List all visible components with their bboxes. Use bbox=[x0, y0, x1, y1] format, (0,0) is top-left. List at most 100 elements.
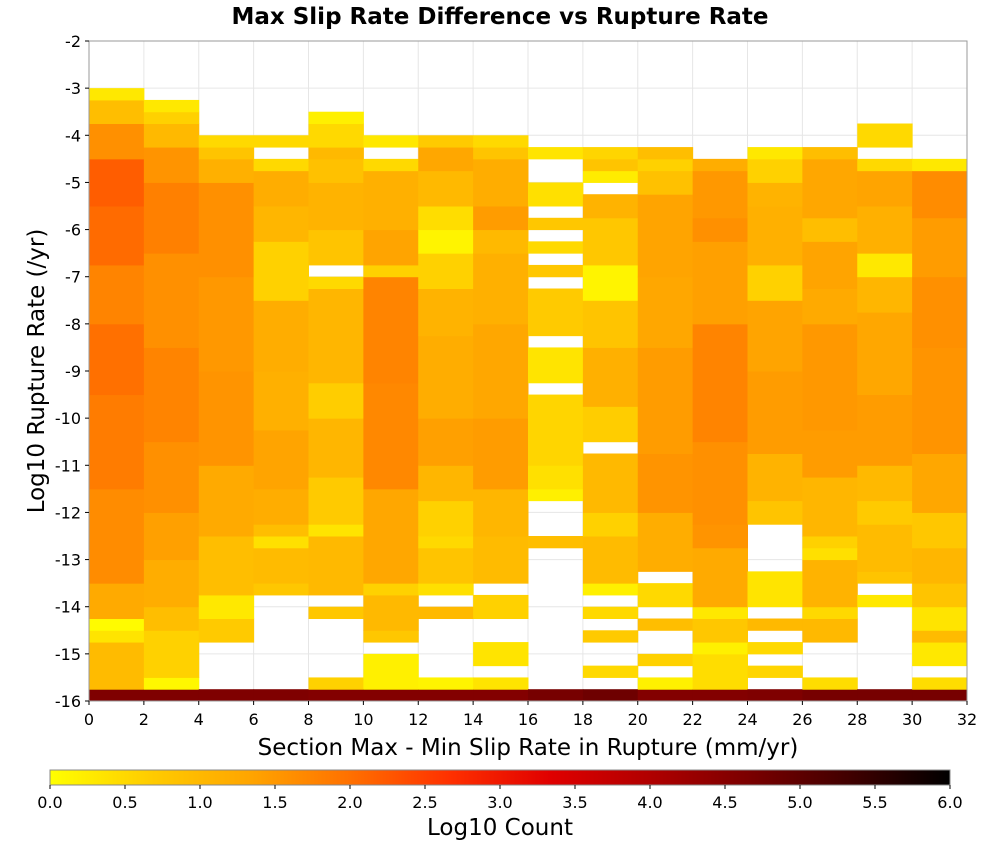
heatmap-cell bbox=[198, 371, 255, 466]
heatmap-cell bbox=[747, 147, 803, 160]
heatmap-cell bbox=[637, 653, 694, 667]
heatmap-cell bbox=[418, 288, 474, 337]
y-tick-label: -6 bbox=[65, 221, 81, 240]
heatmap-cell bbox=[747, 689, 803, 702]
heatmap-cell bbox=[912, 677, 968, 690]
heatmap-cell bbox=[198, 618, 255, 643]
heatmap-cell bbox=[418, 147, 474, 172]
heatmap-cell bbox=[802, 158, 858, 219]
heatmap-cell bbox=[253, 429, 309, 490]
heatmap-cell bbox=[143, 630, 200, 678]
heatmap-cell bbox=[308, 182, 364, 231]
heatmap-cell bbox=[473, 488, 529, 537]
heatmap-cell bbox=[198, 182, 255, 278]
heatmap-cell bbox=[692, 323, 748, 443]
heatmap-cell bbox=[473, 206, 529, 231]
heatmap-cell bbox=[637, 276, 694, 348]
heatmap-cell bbox=[308, 158, 364, 183]
heatmap-cell bbox=[473, 677, 529, 690]
heatmap-cell bbox=[253, 488, 309, 525]
y-tick-label: -10 bbox=[55, 409, 81, 428]
heatmap-cell bbox=[802, 547, 858, 561]
y-tick-label: -4 bbox=[65, 126, 81, 145]
heatmap-cell bbox=[253, 206, 309, 242]
y-tick-label: -12 bbox=[55, 503, 81, 522]
heatmap-cell bbox=[912, 606, 968, 631]
heatmap-cell bbox=[692, 241, 748, 325]
heatmap-cell bbox=[253, 300, 309, 372]
x-tick-label: 12 bbox=[408, 710, 428, 729]
heatmap-cell bbox=[363, 630, 419, 643]
heatmap-cell bbox=[308, 677, 364, 690]
heatmap-cell bbox=[912, 276, 968, 348]
heatmap-cell bbox=[637, 170, 694, 195]
x-tick-label: 30 bbox=[902, 710, 922, 729]
heatmap-cell bbox=[582, 217, 639, 266]
heatmap-cell bbox=[582, 147, 639, 160]
heatmap-cell bbox=[857, 276, 913, 313]
heatmap-cell bbox=[363, 264, 419, 278]
x-tick-label: 32 bbox=[957, 710, 977, 729]
heatmap-cell bbox=[637, 453, 694, 513]
heatmap-cell bbox=[473, 536, 529, 584]
heatmap-cell bbox=[253, 371, 309, 431]
colorbar-tick-label: 2.5 bbox=[412, 793, 437, 812]
heatmap-cell bbox=[89, 123, 145, 160]
heatmap-cell bbox=[692, 618, 748, 643]
heatmap-cell bbox=[143, 111, 200, 124]
heatmap-cell bbox=[473, 594, 529, 619]
heatmap-cell bbox=[253, 158, 309, 172]
heatmap-cell bbox=[363, 594, 419, 631]
heatmap-cells bbox=[89, 88, 968, 702]
heatmap-cell bbox=[363, 229, 419, 266]
heatmap-cell bbox=[802, 477, 858, 537]
heatmap-cell bbox=[89, 88, 145, 101]
heatmap-cell bbox=[528, 264, 584, 278]
x-tick-label: 28 bbox=[847, 710, 867, 729]
heatmap-cell bbox=[912, 630, 968, 643]
heatmap-cell bbox=[363, 583, 419, 596]
heatmap-cell bbox=[418, 418, 474, 466]
heatmap-cell bbox=[528, 689, 584, 702]
heatmap-cell bbox=[912, 347, 968, 454]
heatmap-cell bbox=[473, 323, 529, 419]
heatmap-cell bbox=[912, 453, 968, 513]
heatmap-cell bbox=[637, 583, 694, 608]
heatmap-cell bbox=[308, 689, 364, 702]
heatmap-cell bbox=[528, 465, 584, 490]
heatmap-cell bbox=[89, 394, 145, 490]
heatmap-cell bbox=[308, 606, 364, 619]
heatmap-cell bbox=[363, 158, 419, 172]
chart-title: Max Slip Rate Difference vs Rupture Rate bbox=[231, 4, 768, 30]
heatmap-cell bbox=[473, 158, 529, 207]
heatmap-cell bbox=[912, 583, 968, 608]
heatmap-cell bbox=[89, 689, 145, 702]
heatmap-cell bbox=[418, 206, 474, 231]
heatmap-cell bbox=[582, 606, 639, 619]
colorbar-tick-label: 3.5 bbox=[562, 793, 587, 812]
heatmap-cell bbox=[582, 583, 639, 596]
heatmap-cell bbox=[857, 465, 913, 502]
heatmap-cell bbox=[473, 689, 529, 702]
colorbar-tick-label: 3.0 bbox=[487, 793, 512, 812]
heatmap-cell bbox=[528, 536, 584, 549]
colorbar: 0.0 0.5 1.0 1.5 2.0 2.5 3.0 3.5 4.0 4.5 5.0 5.5 6.0 bbox=[37, 769, 963, 812]
heatmap-cell bbox=[198, 135, 255, 148]
heatmap-cell bbox=[308, 536, 364, 596]
heatmap-cell bbox=[528, 241, 584, 254]
heatmap-cell bbox=[857, 689, 913, 702]
y-tick-label: -13 bbox=[55, 551, 81, 570]
colorbar-tick-label: 4.5 bbox=[712, 793, 737, 812]
heatmap-cell bbox=[747, 618, 803, 631]
heatmap-cell bbox=[418, 677, 474, 690]
heatmap-cell bbox=[802, 429, 858, 478]
heatmap-cell bbox=[912, 547, 968, 584]
y-tick-label: -7 bbox=[65, 268, 81, 287]
heatmap-cell bbox=[418, 583, 474, 596]
heatmap-cell bbox=[637, 347, 694, 454]
heatmap-cell bbox=[143, 689, 200, 702]
colorbar-tick-label: 5.0 bbox=[787, 793, 812, 812]
heatmap-cell bbox=[857, 123, 913, 148]
heatmap-cell bbox=[802, 606, 858, 619]
heatmap-cell bbox=[418, 253, 474, 289]
